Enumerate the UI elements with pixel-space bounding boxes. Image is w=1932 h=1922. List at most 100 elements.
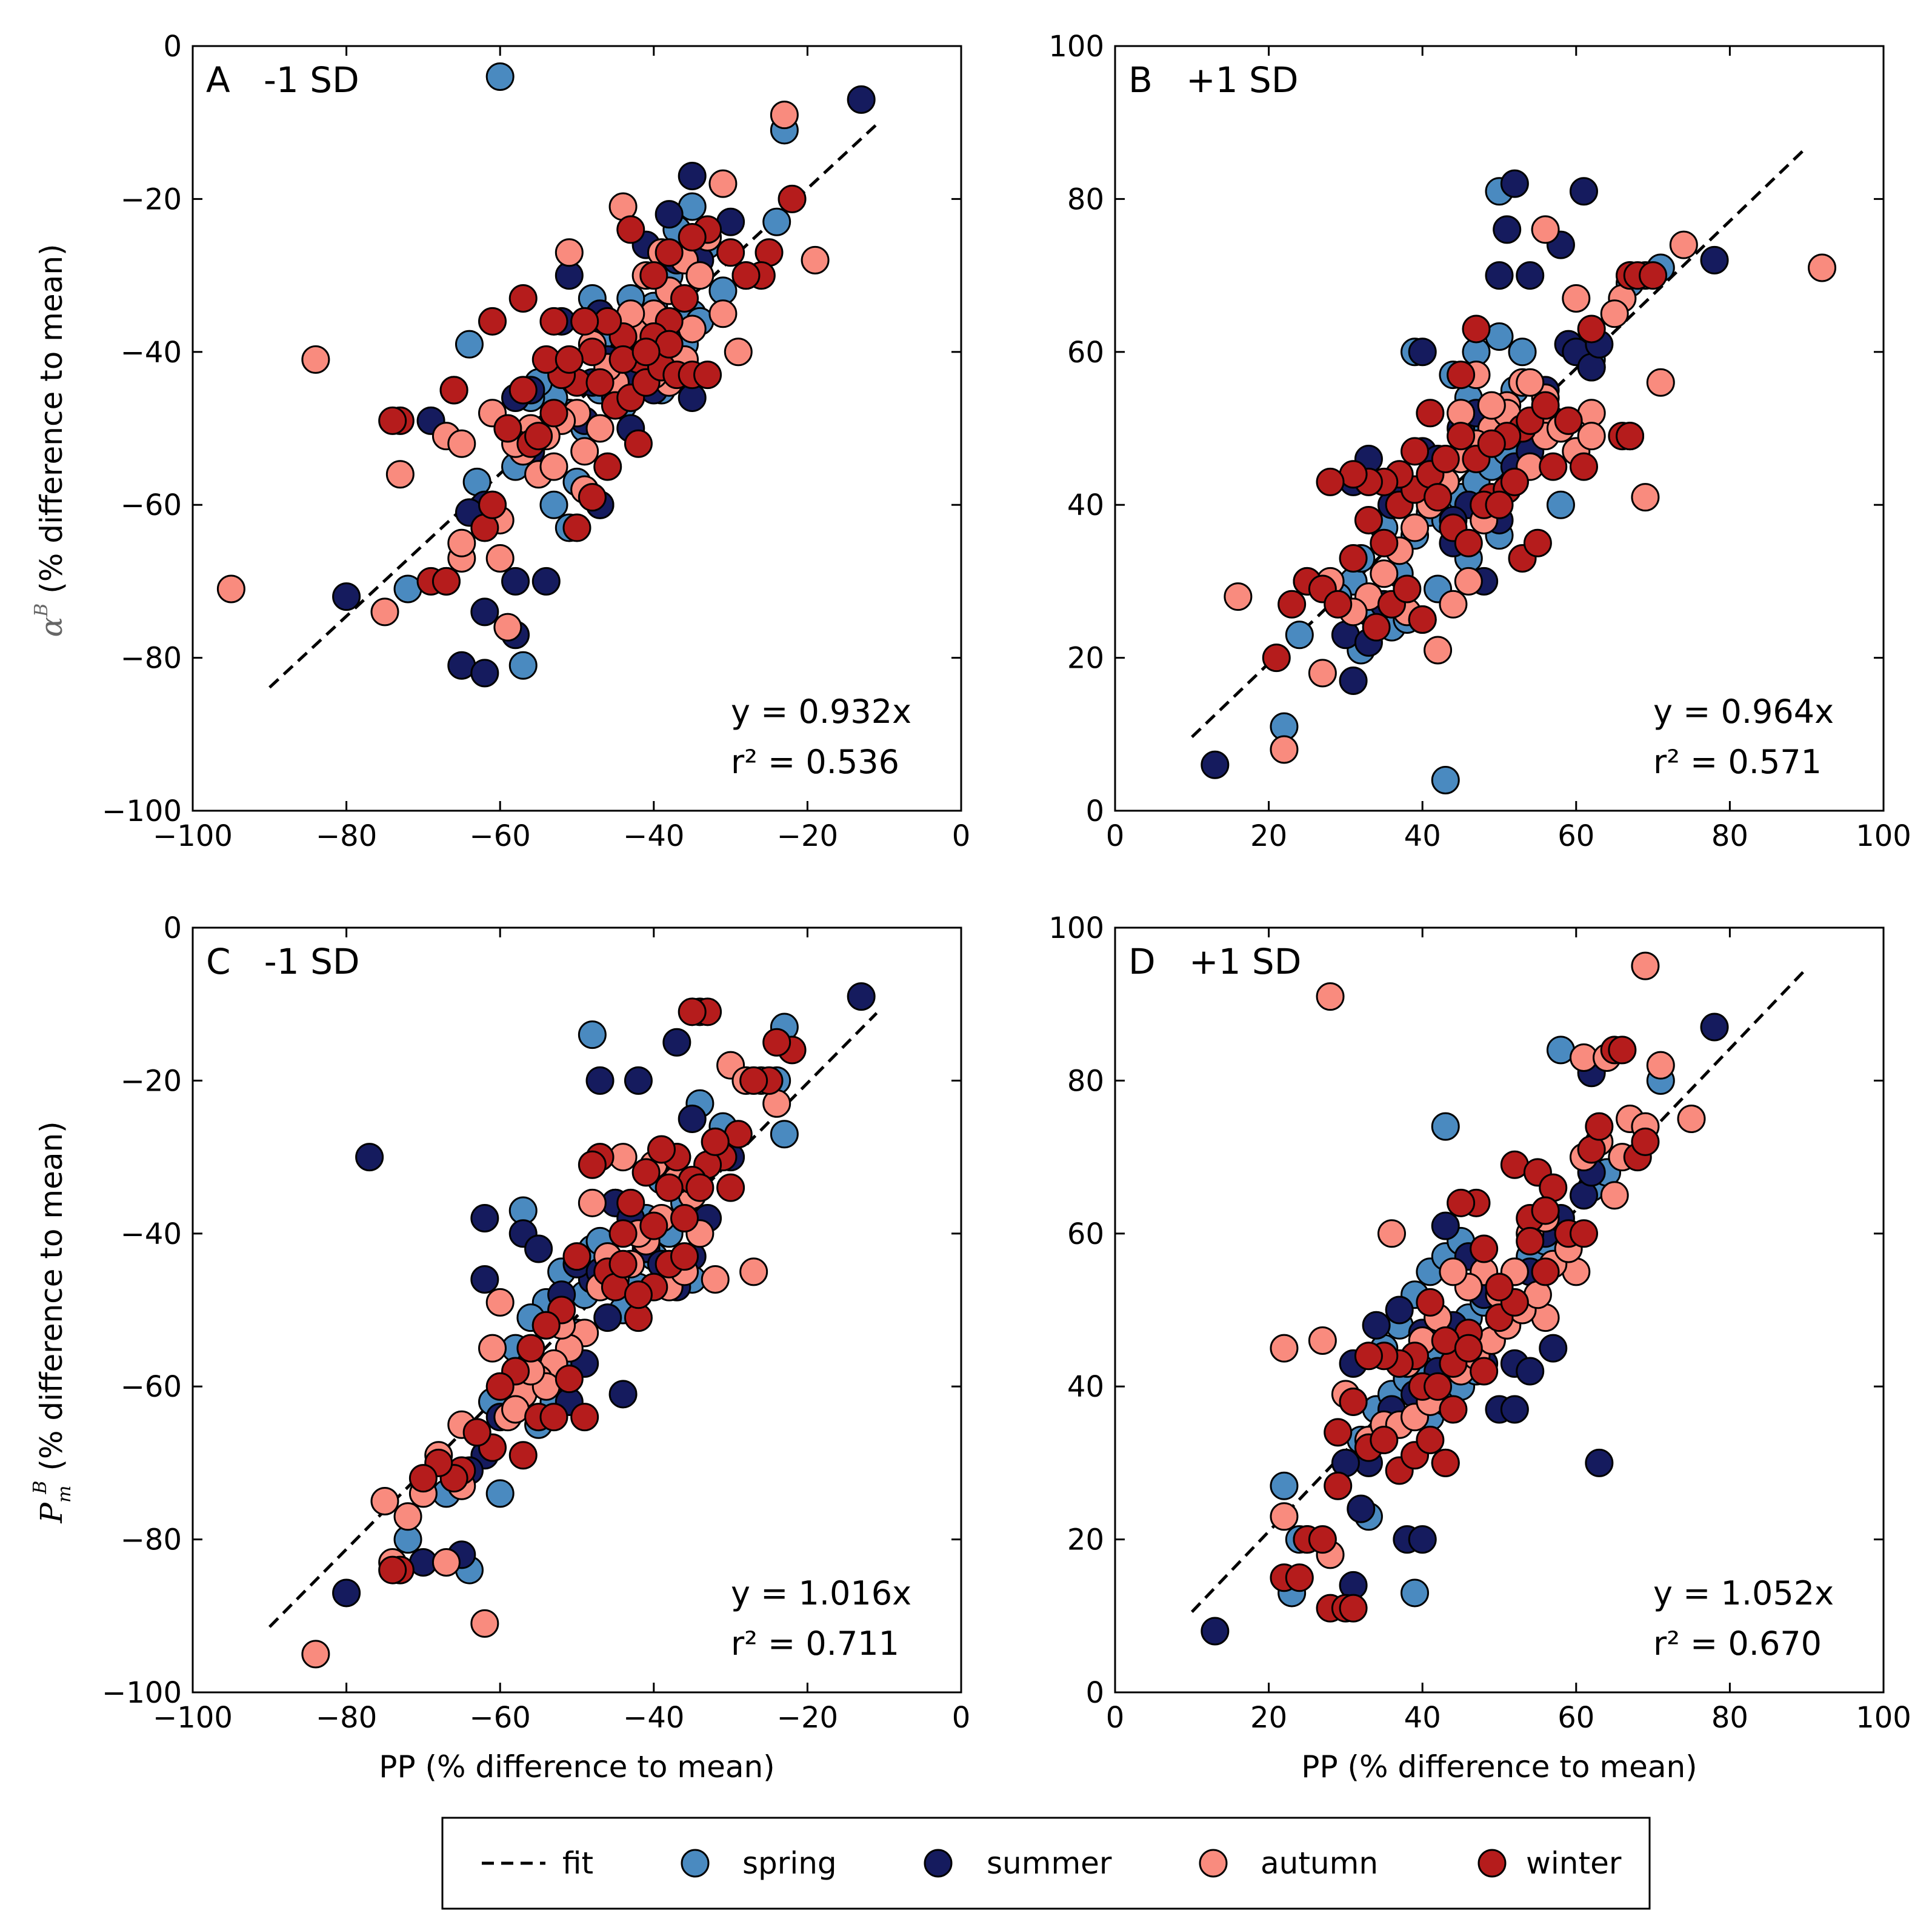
winter-point — [485, 1372, 515, 1401]
winter-point — [1370, 1426, 1399, 1455]
winter-point — [624, 429, 653, 458]
winter-point — [716, 1173, 745, 1202]
winter-point — [1516, 1226, 1545, 1255]
y-tick-label: 80 — [1067, 1064, 1104, 1098]
autumn-point — [1646, 1051, 1675, 1080]
y-axis-label: PmB(% difference to mean) — [30, 1121, 75, 1523]
winter-point — [1616, 422, 1645, 451]
fit-equation: y = 0.964x — [1653, 693, 1834, 731]
x-tick-label: 40 — [1404, 819, 1441, 853]
plot-frame — [1114, 45, 1885, 812]
x-tick-label: 60 — [1557, 1701, 1594, 1735]
x-tick-label: 20 — [1250, 1701, 1287, 1735]
x-tick-label: 100 — [1856, 819, 1911, 853]
summer-point — [1362, 1311, 1391, 1340]
winter-point — [1416, 1426, 1445, 1455]
autumn-point — [585, 414, 615, 443]
autumn-point — [485, 544, 515, 573]
autumn-point — [1270, 735, 1299, 764]
x-tick-label: −100 — [153, 819, 233, 853]
summer-point — [1500, 1395, 1529, 1424]
autumn-point — [1516, 368, 1545, 397]
winter-point — [578, 483, 607, 512]
panel-label: C -1 SD — [206, 941, 360, 982]
autumn-point — [1531, 215, 1560, 244]
winter-point — [670, 1204, 699, 1233]
spring-point — [1546, 490, 1575, 519]
autumn-point — [801, 245, 830, 274]
winter-point — [1416, 399, 1445, 428]
summer-point — [1585, 1448, 1614, 1477]
winter-point — [478, 490, 507, 519]
winter-point — [570, 1403, 599, 1432]
summer-point — [1700, 1013, 1729, 1042]
autumn-point — [431, 1548, 461, 1577]
autumn-point — [1377, 1219, 1406, 1248]
autumn-point — [1224, 582, 1253, 611]
autumn-point — [485, 1288, 515, 1317]
autumn-point — [370, 597, 399, 627]
y-tick-label: 40 — [1067, 1370, 1104, 1404]
autumn-point — [1401, 513, 1430, 542]
spring-point — [1401, 1578, 1430, 1608]
winter-point — [570, 307, 599, 336]
winter-point — [1485, 490, 1514, 519]
autumn-point — [1370, 559, 1399, 588]
winter-point — [439, 376, 468, 405]
autumn-point — [685, 261, 715, 290]
summer-point — [1493, 215, 1522, 244]
autumn-point — [1424, 636, 1453, 665]
winter-point — [1569, 452, 1598, 481]
winter-point — [593, 452, 622, 481]
summer-point — [524, 1234, 553, 1263]
winter-point — [1339, 1387, 1368, 1416]
winter-point — [1631, 1127, 1660, 1156]
spring-point — [1270, 1471, 1299, 1500]
autumn-point — [1477, 391, 1506, 420]
winter-point — [1408, 605, 1437, 634]
autumn-point — [470, 1609, 499, 1638]
plot-frame — [1114, 926, 1885, 1694]
winter-point — [578, 1150, 607, 1179]
winter-point — [1424, 483, 1453, 512]
winter-point — [493, 414, 522, 443]
summer-point — [332, 1578, 361, 1608]
spring-point — [485, 62, 515, 91]
x-tick-label: −80 — [316, 819, 377, 853]
spring-point — [455, 330, 484, 359]
winter-point — [585, 368, 615, 397]
legend-summer-marker — [924, 1849, 953, 1878]
winter-point — [478, 307, 507, 336]
winter-point — [1316, 467, 1345, 496]
winter-point — [655, 1173, 684, 1202]
x-tick-label: −40 — [623, 819, 684, 853]
winter-point — [1354, 505, 1383, 534]
autumn-point — [708, 299, 738, 328]
summer-point — [1569, 177, 1598, 206]
plot-frame — [192, 926, 962, 1694]
spring-point — [1508, 338, 1537, 367]
autumn-point — [493, 613, 522, 642]
winter-point — [508, 284, 538, 313]
spring-point — [485, 1479, 515, 1508]
autumn-point — [1562, 284, 1591, 313]
autumn-point — [447, 429, 476, 458]
winter-point — [762, 1028, 791, 1057]
winter-point — [701, 1127, 730, 1156]
spring-point — [508, 651, 538, 680]
summer-point — [1408, 1525, 1437, 1554]
x-tick-label: 0 — [952, 819, 971, 853]
winter-point — [670, 1242, 699, 1271]
y-tick-label: −80 — [121, 1523, 182, 1557]
summer-point — [470, 1265, 499, 1294]
winter-point — [631, 1158, 661, 1187]
winter-point — [1277, 590, 1307, 619]
y-tick-label: 0 — [163, 911, 182, 945]
autumn-point — [301, 1640, 330, 1669]
winter-point — [378, 1555, 407, 1584]
summer-point — [1516, 1357, 1545, 1386]
autumn-point — [1270, 1334, 1299, 1363]
autumn-point — [578, 1188, 607, 1217]
autumn-point — [1439, 590, 1468, 619]
